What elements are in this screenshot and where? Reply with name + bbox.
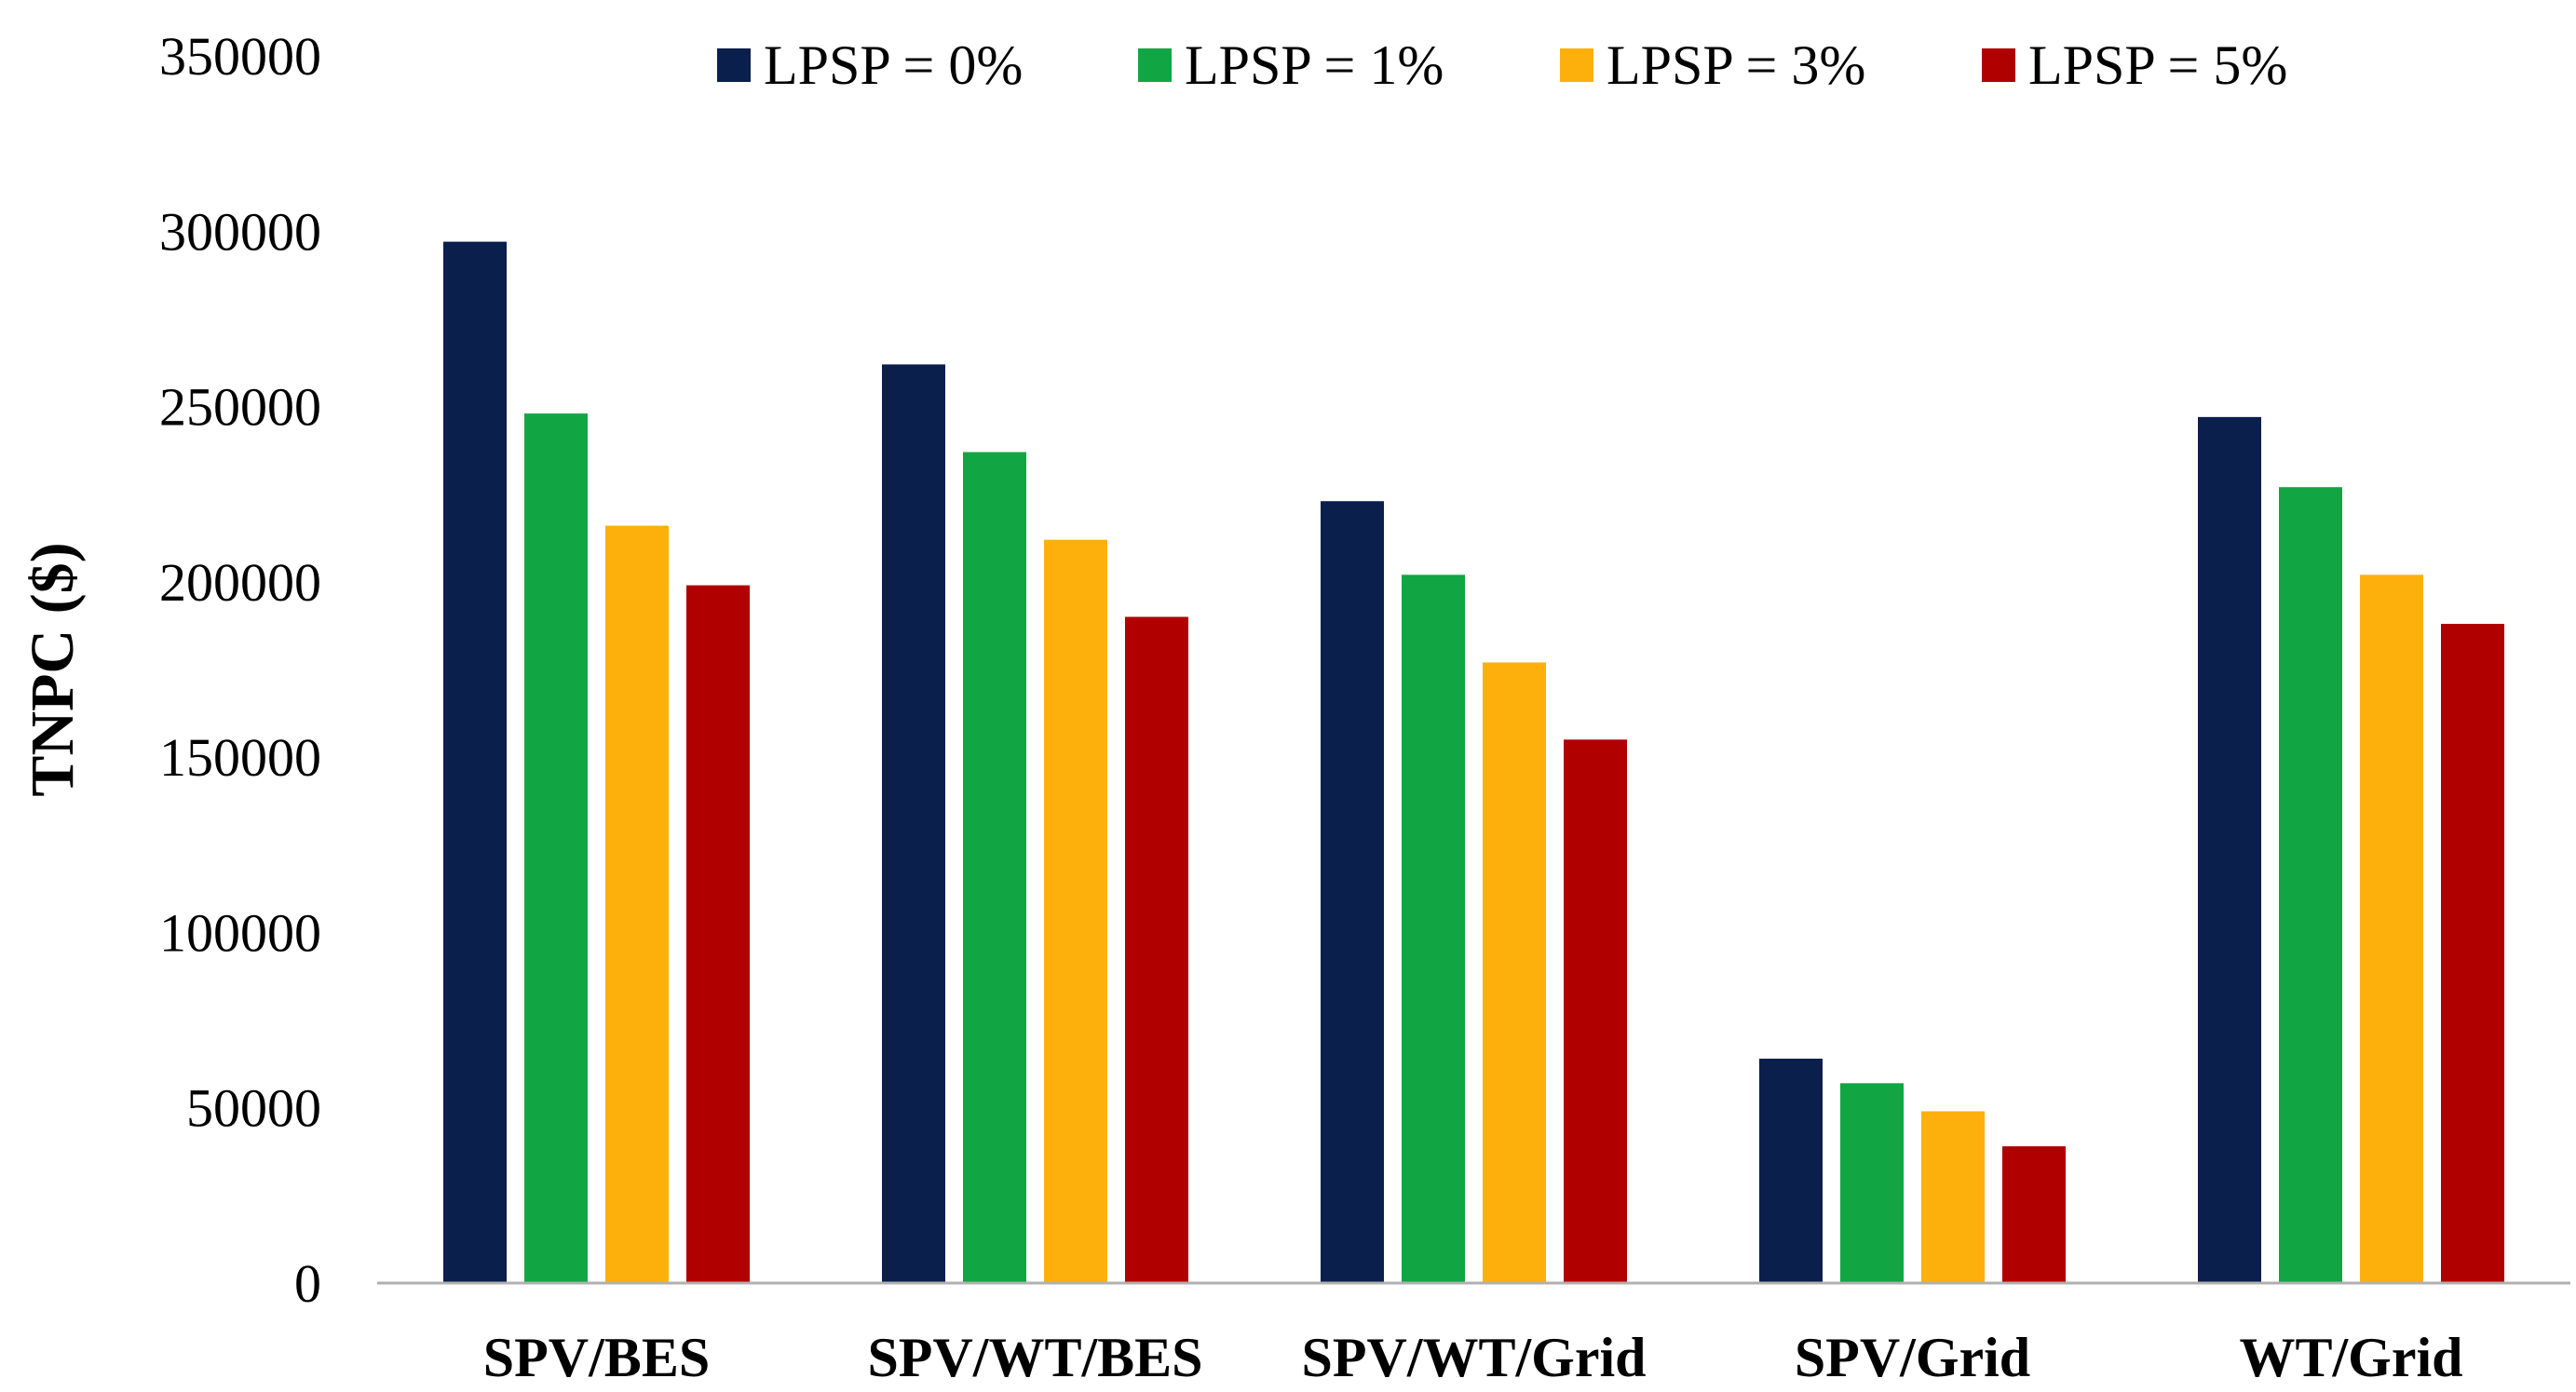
bar-spv-wt-grid-series-2 xyxy=(1483,662,1546,1283)
bar-spv-grid-series-2 xyxy=(1921,1111,1985,1283)
x-category-label: SPV/Grid xyxy=(1795,1327,2030,1388)
bar-spv-grid-series-1 xyxy=(1840,1083,1904,1283)
y-tick-label: 100000 xyxy=(159,902,321,963)
legend-swatch xyxy=(1138,48,1172,82)
bar-spv-wt-bes-series-1 xyxy=(963,452,1026,1283)
bar-spv-grid-series-3 xyxy=(2002,1146,2066,1283)
legend-label: LPSP = 1% xyxy=(1185,34,1444,96)
y-tick-label: 150000 xyxy=(159,727,321,788)
bar-wt-grid-series-3 xyxy=(2441,624,2504,1283)
y-tick-label: 50000 xyxy=(186,1078,321,1139)
legend-swatch xyxy=(717,48,751,82)
x-category-label: SPV/WT/BES xyxy=(867,1327,1202,1388)
legend: LPSP = 0% LPSP = 1% LPSP = 3% LPSP = 5% xyxy=(717,34,2287,96)
x-axis: SPV/BES SPV/WT/BES SPV/WT/Grid SPV/Grid WT/G… xyxy=(377,1281,2570,1388)
y-tick-label: 350000 xyxy=(159,26,321,87)
bar-spv-wt-bes-series-3 xyxy=(1125,616,1188,1283)
bar-spv-bes-series-3 xyxy=(686,585,750,1283)
bar-spv-bes-series-0 xyxy=(443,241,507,1283)
bar-spv-bes-series-2 xyxy=(605,525,669,1283)
legend-swatch xyxy=(1982,48,2015,82)
bar-wt-grid-series-1 xyxy=(2279,487,2342,1283)
legend-swatch xyxy=(1560,48,1593,82)
bar-spv-wt-grid-series-1 xyxy=(1402,574,1465,1283)
legend-label: LPSP = 3% xyxy=(1607,34,1865,96)
y-tick-label: 0 xyxy=(294,1253,321,1314)
bar-spv-wt-grid-series-0 xyxy=(1321,501,1384,1283)
y-tick-label: 200000 xyxy=(159,552,321,613)
y-tick-label: 300000 xyxy=(159,201,321,262)
x-category-label: SPV/BES xyxy=(483,1327,710,1388)
y-axis: 0 50000 100000 150000 200000 250000 300000 3500… xyxy=(159,26,321,1314)
x-category-label: WT/Grid xyxy=(2239,1327,2462,1388)
bar-spv-wt-grid-series-3 xyxy=(1564,739,1627,1283)
bar-spv-wt-bes-series-0 xyxy=(882,364,945,1284)
bar-wt-grid-series-0 xyxy=(2198,416,2261,1284)
y-tick-label: 250000 xyxy=(159,377,321,438)
legend-label: LPSP = 5% xyxy=(2028,34,2287,96)
bar-spv-wt-bes-series-2 xyxy=(1044,539,1107,1283)
bar-spv-bes-series-1 xyxy=(524,413,588,1283)
bars xyxy=(443,241,2504,1284)
x-category-label: SPV/WT/Grid xyxy=(1301,1327,1646,1388)
bar-wt-grid-series-2 xyxy=(2360,574,2423,1283)
y-axis-title: TNPC ($) xyxy=(19,542,87,796)
bar-spv-grid-series-0 xyxy=(1759,1058,1823,1283)
legend-label: LPSP = 0% xyxy=(764,34,1023,96)
